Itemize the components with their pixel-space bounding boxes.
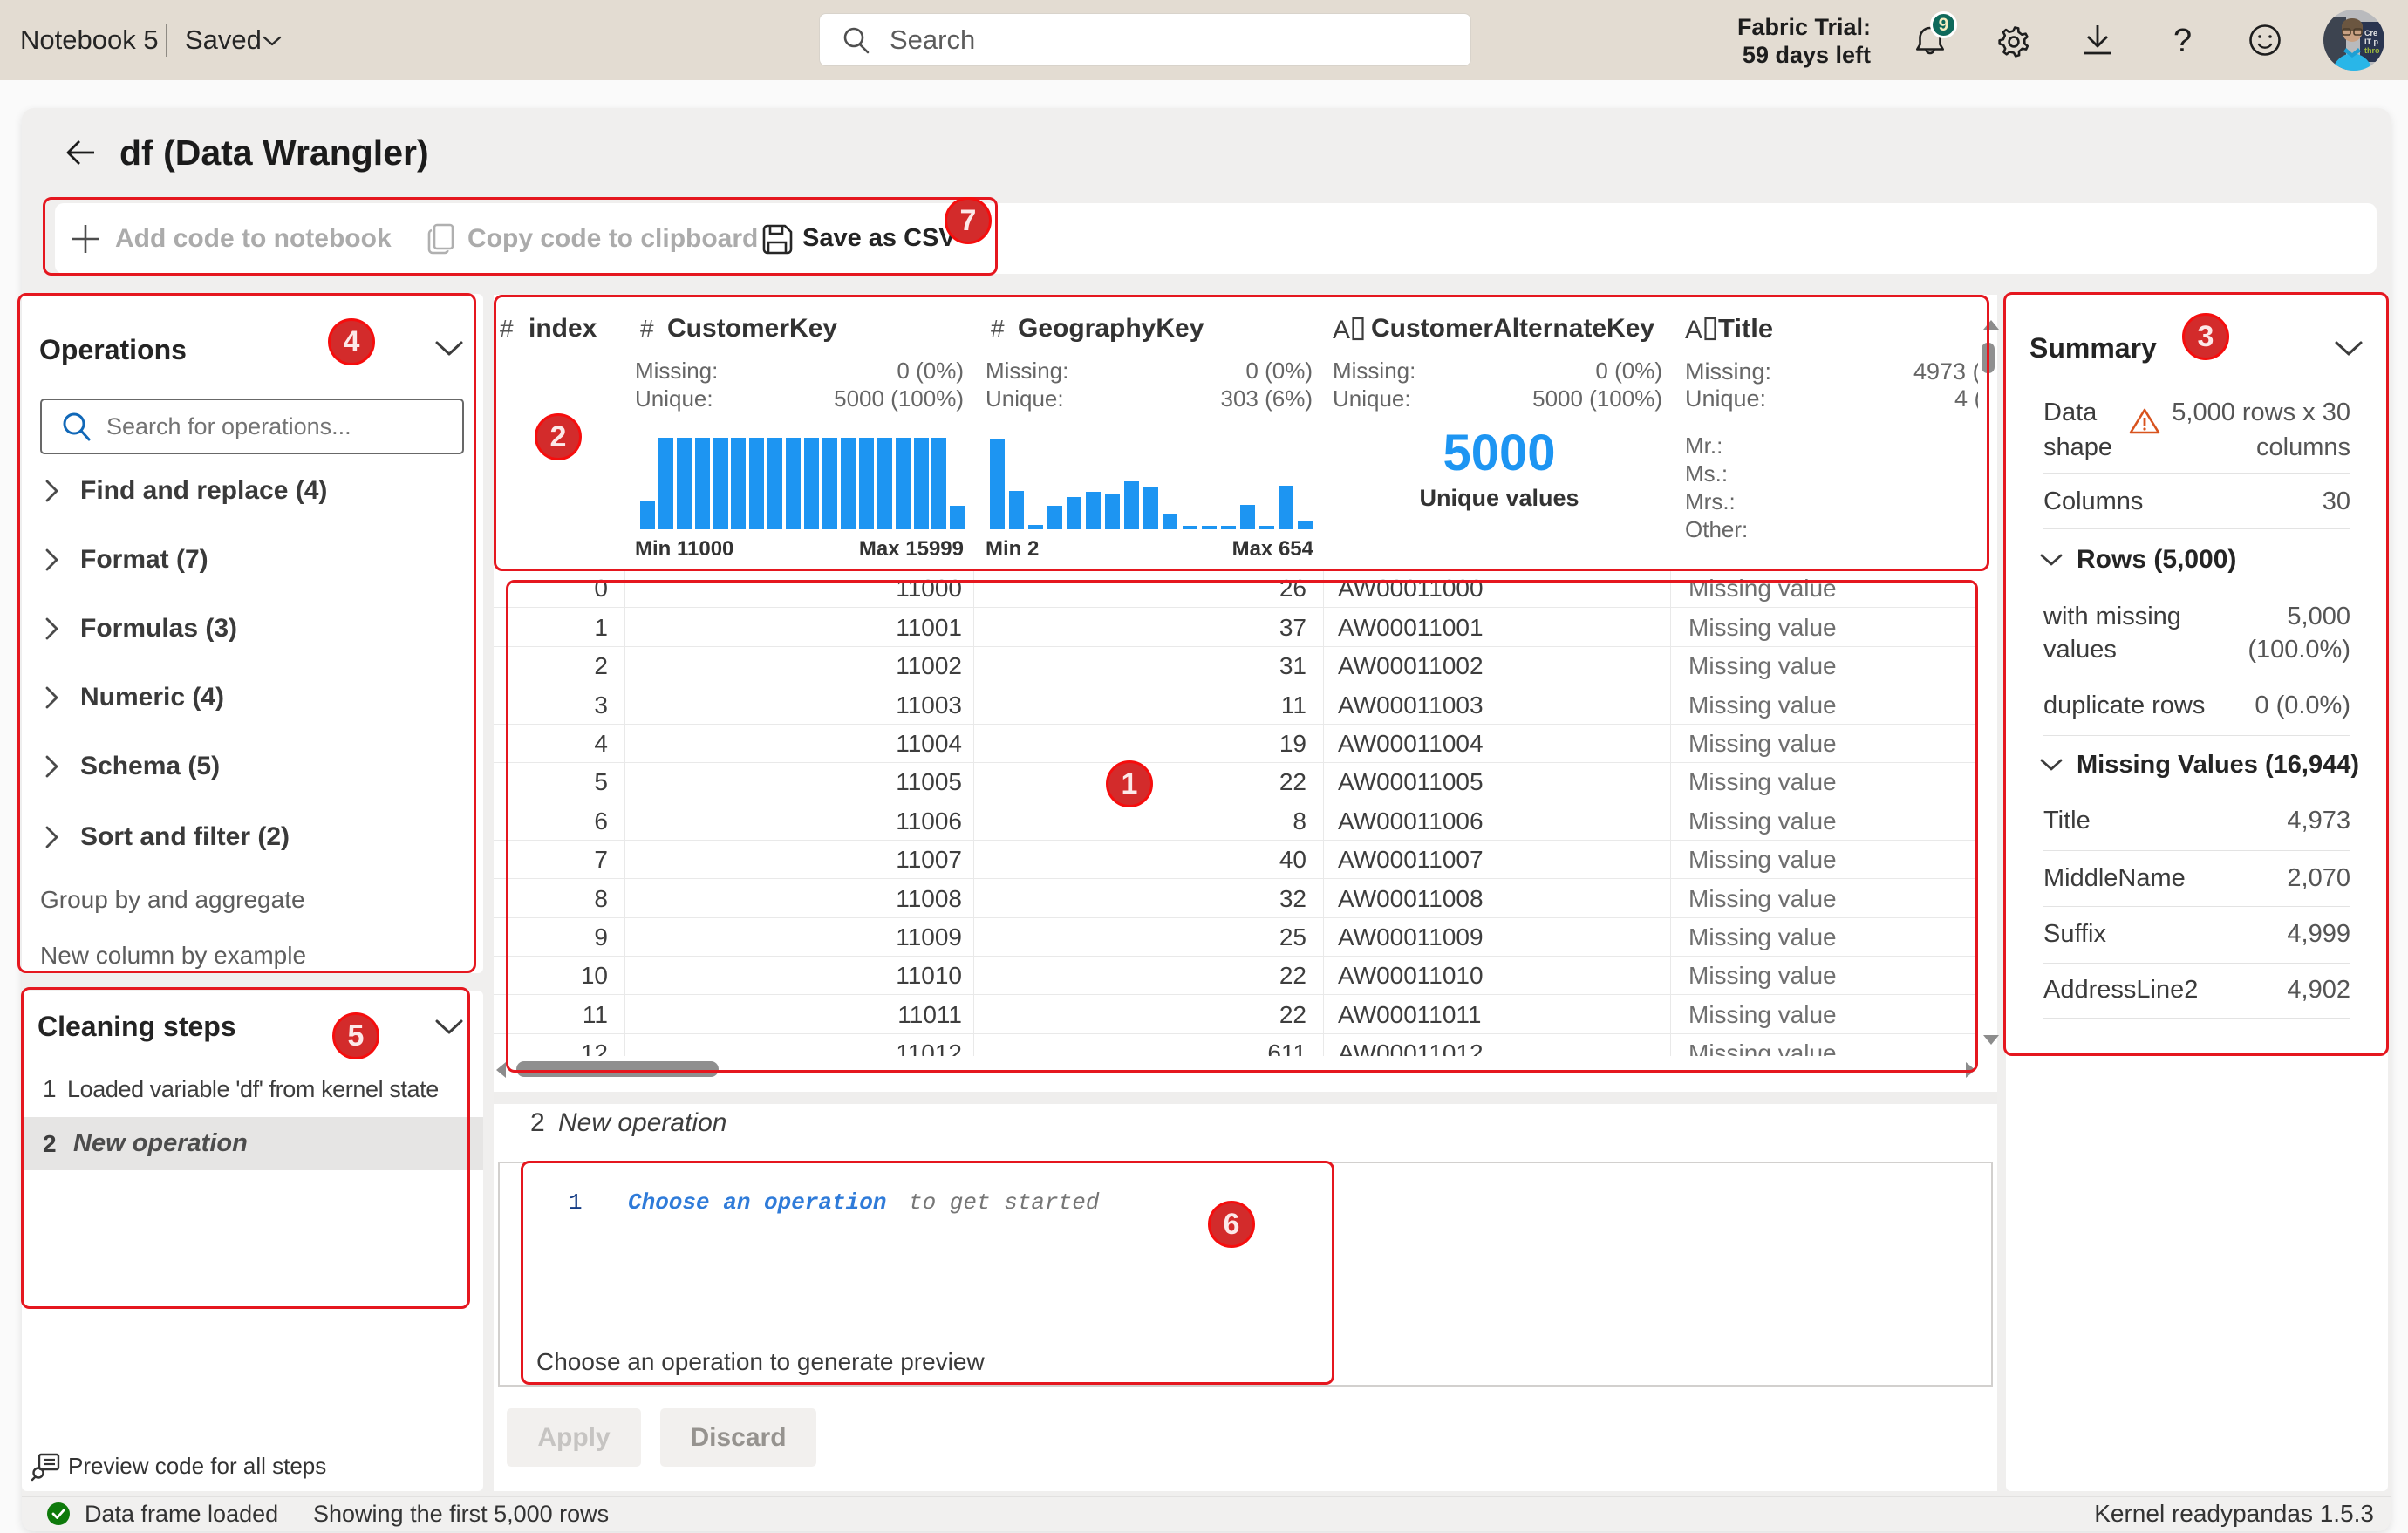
svg-text:thro: thro — [2364, 46, 2380, 55]
svg-text:IT p: IT p — [2364, 37, 2378, 46]
svg-text:Cre: Cre — [2364, 29, 2377, 37]
svg-text:A: A — [1333, 316, 1350, 344]
svg-text:A: A — [1685, 316, 1702, 344]
